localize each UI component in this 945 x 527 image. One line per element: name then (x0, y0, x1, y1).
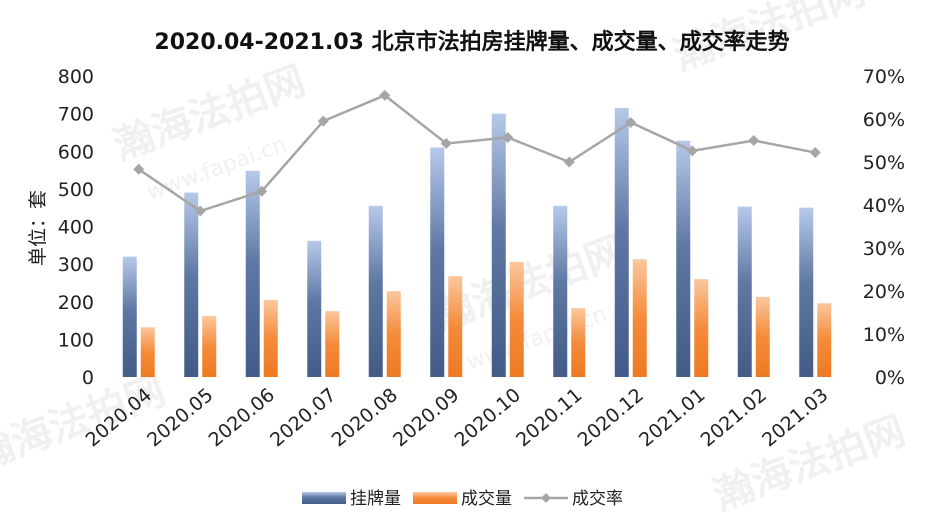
chart-title: 2020.04-2021.03 北京市法拍房挂牌量、成交量、成交率走势 (154, 29, 789, 55)
y-tick-label: 100 (58, 329, 94, 351)
bar-listing (184, 192, 199, 377)
y-tick-label: 0 (82, 367, 94, 389)
line-marker (256, 185, 268, 197)
line-deal-rate (138, 93, 816, 213)
bar-deal (386, 291, 401, 377)
bar-listing (122, 256, 137, 377)
y2-tick-label: 50% (863, 152, 905, 174)
bar-deal (817, 303, 832, 377)
bar-deal (202, 316, 217, 377)
legend-label: 成交量 (461, 489, 512, 509)
bar-deal (632, 259, 647, 377)
bar-listing (553, 205, 568, 377)
bar-listing (676, 140, 691, 377)
legend: 挂牌量 成交量 成交率 (302, 489, 623, 509)
y2-tick-label: 10% (863, 324, 905, 346)
bar-listing (737, 206, 752, 377)
line-marker (317, 115, 329, 127)
line-marker (379, 89, 391, 101)
line-marker (686, 145, 698, 157)
x-tick-label: 2020.07 (266, 384, 340, 451)
bar-listing (368, 205, 383, 377)
x-tick-label: 2020.11 (512, 384, 586, 451)
line-marker (502, 131, 514, 143)
x-tick-label: 2020.08 (328, 384, 402, 451)
legend-swatch (413, 492, 457, 504)
y-tick-label: 300 (58, 254, 94, 276)
y-tick-label: 200 (58, 292, 94, 314)
bars-group (122, 107, 832, 377)
bar-listing (799, 207, 814, 377)
line-marker (133, 163, 145, 175)
bar-deal (571, 308, 586, 377)
legend-label: 成交率 (572, 489, 623, 509)
y-tick-label: 800 (58, 66, 94, 88)
bar-deal (448, 276, 463, 377)
y-tick-label: 700 (58, 104, 94, 126)
bar-deal (325, 311, 340, 377)
y2-tick-label: 30% (863, 238, 905, 260)
line-marker (194, 205, 206, 217)
bar-deal (755, 296, 770, 377)
x-axis-ticks: 2020.042020.052020.062020.072020.082020.… (82, 384, 833, 451)
y-axis-label: 单位：套 (27, 190, 49, 266)
y2-tick-label: 0% (875, 367, 905, 389)
bar-deal (263, 299, 278, 377)
line-group (133, 89, 821, 217)
line-marker (625, 116, 637, 128)
bar-deal (509, 261, 524, 377)
y-tick-label: 600 (58, 141, 94, 163)
bar-deal (140, 327, 155, 377)
y-tick-label: 400 (58, 217, 94, 239)
y2-tick-label: 40% (863, 195, 905, 217)
y-axis-ticks: 0 100 200 300 400 500 600 700 800 (58, 66, 94, 389)
legend-label: 挂牌量 (350, 489, 401, 509)
x-tick-label: 2020.12 (574, 384, 648, 451)
x-tick-label: 2020.10 (451, 384, 525, 451)
x-tick-label: 2021.01 (635, 384, 709, 451)
bar-listing (307, 240, 322, 377)
bar-listing (614, 107, 629, 377)
line-marker (748, 135, 760, 146)
line-marker (440, 138, 452, 150)
line-marker (809, 147, 821, 159)
x-tick-label: 2020.09 (389, 384, 463, 451)
y-tick-label: 500 (58, 179, 94, 201)
y2-tick-label: 20% (863, 281, 905, 303)
x-tick-label: 2020.06 (205, 384, 279, 451)
legend-line-marker (541, 493, 551, 503)
legend-swatch (302, 492, 346, 504)
y2-tick-label: 70% (863, 66, 905, 88)
bar-listing (430, 147, 445, 377)
y2-axis-ticks: 0% 10% 20% 30% 40% 50% 60% 70% (863, 66, 905, 389)
line-marker (563, 156, 575, 168)
bar-listing (245, 170, 260, 377)
y2-tick-label: 60% (863, 109, 905, 131)
bar-listing (491, 113, 506, 377)
x-tick-label: 2021.02 (697, 384, 771, 451)
bar-deal (694, 279, 709, 377)
